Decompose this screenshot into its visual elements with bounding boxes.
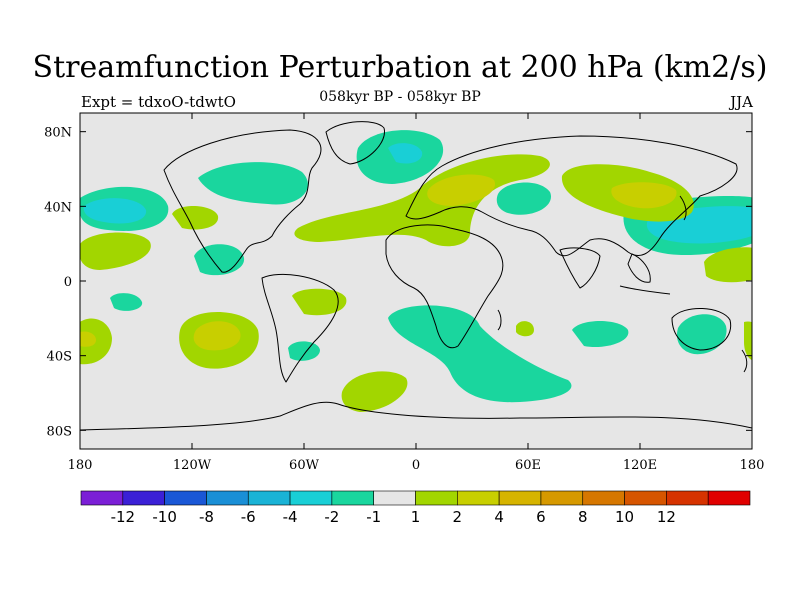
season-label: JJA xyxy=(730,93,753,111)
anomaly-patagonia xyxy=(288,341,320,361)
coast-madagascar xyxy=(497,309,502,331)
colorbar-swatch xyxy=(373,490,416,506)
coast-africa xyxy=(385,224,504,349)
colorbar-swatch xyxy=(206,490,249,506)
colorbar-label: 10 xyxy=(615,508,634,526)
lon-tick-label: 0 xyxy=(412,458,420,473)
anomaly-west-pacific xyxy=(704,247,752,283)
colorbar-label: 12 xyxy=(657,508,676,526)
anomaly-gulf xyxy=(172,205,219,230)
colorbar-swatch xyxy=(707,490,751,506)
colorbar-label: -6 xyxy=(241,508,256,526)
lat-tick-label: 0 xyxy=(64,275,72,290)
map-title: Streamfunction Perturbation at 200 hPa (… xyxy=(32,50,768,85)
colorbar-label: 1 xyxy=(411,508,421,526)
colorbar-label: 4 xyxy=(494,508,504,526)
anomaly-field xyxy=(80,121,752,431)
colorbar-swatch xyxy=(624,490,667,506)
coast-antarctica xyxy=(80,401,752,431)
coast-japan xyxy=(679,195,687,221)
longitude-axis: 180 120W 60W 0 60E 120E 180 xyxy=(68,113,765,473)
anomaly-arctic-core xyxy=(388,143,423,164)
anomaly-europe-core xyxy=(427,174,495,206)
anomaly-south-pacific-core xyxy=(193,321,241,351)
anomaly-southern-ocean xyxy=(341,371,408,412)
colorbar-swatch xyxy=(457,490,500,506)
coast-southeast-asia xyxy=(627,253,651,283)
colorbar-label: -4 xyxy=(283,508,298,526)
colorbar-swatch xyxy=(80,490,124,506)
colorbar-swatch xyxy=(582,490,625,506)
colorbar-label: -10 xyxy=(152,508,177,526)
anomaly-north-pacific-core xyxy=(83,198,147,224)
colorbar-swatch xyxy=(164,490,207,506)
anomaly-central-asia-core xyxy=(611,182,677,209)
colorbar-swatch xyxy=(666,490,709,506)
latitude-axis: 80N 40N 0 40S 80S xyxy=(44,126,752,439)
coast-south-america xyxy=(261,273,339,383)
colorbar-label: -2 xyxy=(324,508,339,526)
anomaly-se-pacific-west xyxy=(80,318,112,365)
anomaly-eastern-pacific xyxy=(80,232,151,270)
anomaly-east-pacific-small xyxy=(110,293,143,311)
coast-new-zealand xyxy=(741,349,748,373)
colorbar-label: 8 xyxy=(578,508,588,526)
coast-europe-asia xyxy=(405,135,738,257)
lon-tick-label: 60W xyxy=(289,458,320,473)
anomaly-se-pacific-east xyxy=(744,321,752,360)
coast-greenland xyxy=(325,121,385,165)
lat-tick-label: 40S xyxy=(47,350,72,365)
colorbar-swatch xyxy=(289,490,333,506)
colorbar-swatch xyxy=(247,490,291,506)
anomaly-south-atlantic xyxy=(388,305,572,403)
lon-tick-label: 120E xyxy=(623,458,657,473)
anomaly-indian-ocean xyxy=(572,321,629,348)
lon-tick-label: 180 xyxy=(740,458,765,473)
coast-australia xyxy=(671,307,732,351)
coast-north-america xyxy=(163,129,322,273)
colorbar-swatch xyxy=(498,490,542,506)
lat-tick-label: 80N xyxy=(44,126,72,141)
anomaly-north-atlantic xyxy=(198,162,308,205)
colorbar-label: -12 xyxy=(111,508,136,526)
anomaly-australia xyxy=(676,314,727,355)
lon-tick-label: 180 xyxy=(68,458,93,473)
colorbar-swatch xyxy=(540,490,584,506)
colorbar-swatch xyxy=(331,490,374,506)
colorbar-swatch xyxy=(122,490,165,506)
lon-tick-label: 60E xyxy=(515,458,541,473)
lat-tick-label: 40N xyxy=(44,200,72,215)
map-subtitle: 058kyr BP - 058kyr BP xyxy=(319,89,481,105)
coast-indonesia xyxy=(619,285,671,295)
experiment-label: Expt = tdxoO-tdwtO xyxy=(81,93,236,111)
lon-tick-label: 120W xyxy=(173,458,212,473)
colorbar-label: -8 xyxy=(199,508,214,526)
anomaly-se-pacific-core xyxy=(80,331,96,347)
anomaly-south-america xyxy=(292,288,347,316)
colorbar-label: 2 xyxy=(453,508,463,526)
colorbar-swatch xyxy=(415,490,458,506)
lat-tick-label: 80S xyxy=(47,424,72,439)
anomaly-south-indian xyxy=(516,321,534,337)
coast-india xyxy=(559,247,601,289)
anomaly-caspian xyxy=(496,182,552,215)
colorbar: -12 -10 -8 -6 -4 -2 -1 1 2 4 6 8 10 12 xyxy=(80,490,751,526)
colorbar-label: -1 xyxy=(366,508,381,526)
colorbar-label: 6 xyxy=(536,508,546,526)
